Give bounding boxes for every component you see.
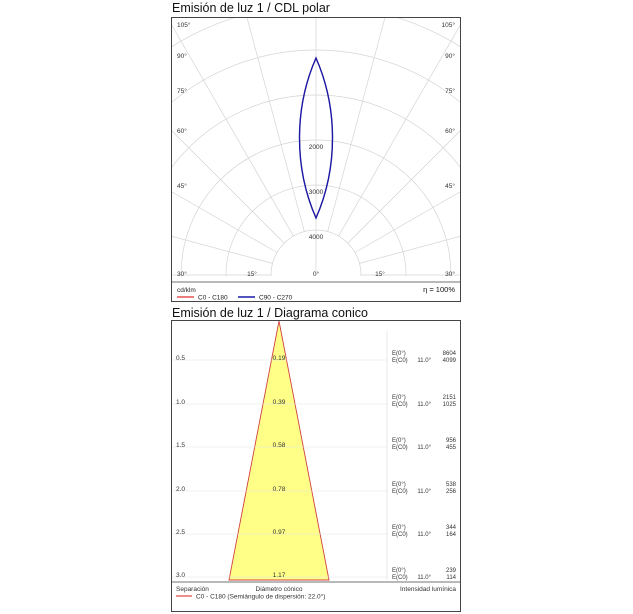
cone-e0-value: 956 <box>446 438 457 444</box>
polar-angle-label-left: 60° <box>177 127 187 135</box>
polar-spoke <box>338 24 460 237</box>
cone-ec0-label: E(C0) <box>392 532 408 538</box>
cone-footer-separation: Separación <box>176 586 209 593</box>
polar-bottom-label: 15° <box>247 270 257 278</box>
polar-bottom-label: 0° <box>313 270 320 278</box>
cone-separation-value: 2.0 <box>176 486 185 493</box>
polar-angle-label-right: 105° <box>442 21 456 29</box>
cone-ec0-value: 455 <box>446 445 457 451</box>
cone-e0-value: 2151 <box>443 395 457 401</box>
polar-radial-label: 3000 <box>309 189 324 196</box>
cone-diagram-panel: 0.5 0.19 E(0°) E(C0) 11.0° 8604 4099 1.0 0.39 E(0… <box>171 320 461 612</box>
cone-legend-label: C0 - C180 (Semiángulo de dispersión: 22.… <box>196 593 325 601</box>
cone-ec0-label: E(C0) <box>392 575 408 581</box>
cone-diameter-value: 0.19 <box>273 355 286 362</box>
polar-unit-label: cd/klm <box>177 287 196 294</box>
cone-e0-label: E(0°) <box>392 395 406 401</box>
cone-separation-value: 1.0 <box>176 399 185 406</box>
cone-e0-label: E(0°) <box>392 351 406 357</box>
polar-curve-c90-c270 <box>298 56 334 220</box>
polar-spoke <box>347 130 460 244</box>
cone-ec0-value: 1025 <box>443 402 457 408</box>
polar-diagram-panel: 105° 90° 75° 60° 45° 30° 105° 90° 75° 60° 45° 30° 15… <box>171 17 461 302</box>
polar-angle-label-right: 90° <box>445 52 455 60</box>
cone-footer-diameter: Diámetro cónico <box>256 586 303 593</box>
polar-spoke <box>172 130 285 244</box>
cone-e0-label: E(0°) <box>392 482 406 488</box>
cone-angle-value: 11.0° <box>417 358 431 364</box>
cone-separation-value: 1.5 <box>176 442 185 449</box>
cone-angle-value: 11.0° <box>417 445 431 451</box>
polar-spoke <box>172 191 278 253</box>
cone-e0-value: 344 <box>446 525 457 531</box>
cone-angle-value: 11.0° <box>417 532 431 538</box>
polar-angle-label-right: 75° <box>445 87 455 95</box>
cone-angle-value: 11.0° <box>417 402 431 408</box>
cone-e0-value: 8604 <box>443 351 457 357</box>
cone-ec0-value: 164 <box>446 532 457 538</box>
cone-diameter-value: 0.39 <box>273 399 286 406</box>
cone-diameter-value: 1.17 <box>273 572 286 579</box>
polar-chart: 105° 90° 75° 60° 45° 30° 105° 90° 75° 60° 45° 30° 15… <box>172 18 460 301</box>
cone-ec0-label: E(C0) <box>392 358 408 364</box>
polar-efficiency: η = 100% <box>423 285 455 294</box>
cone-e0-value: 239 <box>446 568 457 574</box>
cone-ec0-value: 256 <box>446 489 457 495</box>
polar-angle-label-left: 105° <box>177 21 191 29</box>
polar-spoke <box>327 18 386 232</box>
cone-angle-value: 11.0° <box>417 489 431 495</box>
cone-ec0-value: 4099 <box>443 358 457 364</box>
polar-spoke <box>172 236 273 264</box>
cone-triangle <box>228 321 330 581</box>
polar-spoke <box>172 24 294 237</box>
polar-angle-label-right: 45° <box>445 182 455 190</box>
cone-ec0-label: E(C0) <box>392 489 408 495</box>
cone-ec0-value: 114 <box>446 575 456 581</box>
cone-separation-value: 3.0 <box>176 572 185 579</box>
polar-angle-label-right: 30° <box>445 270 455 278</box>
legend-label-c90-c270: C90 - C270 <box>259 295 293 302</box>
cone-e0-label: E(0°) <box>392 525 406 531</box>
polar-spoke <box>354 191 460 253</box>
cone-footer-intensity: Intensidad lumínica <box>400 586 456 593</box>
cone-e0-label: E(0°) <box>392 568 406 574</box>
cone-diagram-title: Emisión de luz 1 / Diagrama conico <box>172 306 368 320</box>
polar-angle-label-left: 30° <box>177 270 187 278</box>
polar-bottom-label: 15° <box>375 270 385 278</box>
polar-angle-label-left: 45° <box>177 182 187 190</box>
cone-ec0-label: E(C0) <box>392 445 408 451</box>
polar-spoke <box>359 236 460 264</box>
cone-separation-value: 2.5 <box>176 529 185 536</box>
cone-separation-value: 0.5 <box>176 355 185 362</box>
polar-angle-label-left: 75° <box>177 87 187 95</box>
polar-spoke <box>246 18 305 232</box>
cone-ec0-label: E(C0) <box>392 402 408 408</box>
cone-angle-value: 11.0° <box>417 575 431 581</box>
polar-radial-label: 4000 <box>309 234 324 241</box>
polar-angle-label-right: 60° <box>445 127 455 135</box>
polar-angle-label-left: 90° <box>177 52 187 60</box>
cone-e0-label: E(0°) <box>392 438 406 444</box>
legend-label-c0-c180: C0 - C180 <box>198 295 228 302</box>
polar-radial-label: 2000 <box>309 144 324 151</box>
polar-diagram-title: Emisión de luz 1 / CDL polar <box>172 1 330 15</box>
cone-diameter-value: 0.58 <box>273 442 286 449</box>
cone-e0-value: 538 <box>446 482 457 488</box>
polar-grid <box>172 18 460 276</box>
cone-diameter-value: 0.78 <box>273 486 286 493</box>
cone-diameter-value: 0.97 <box>273 529 286 536</box>
